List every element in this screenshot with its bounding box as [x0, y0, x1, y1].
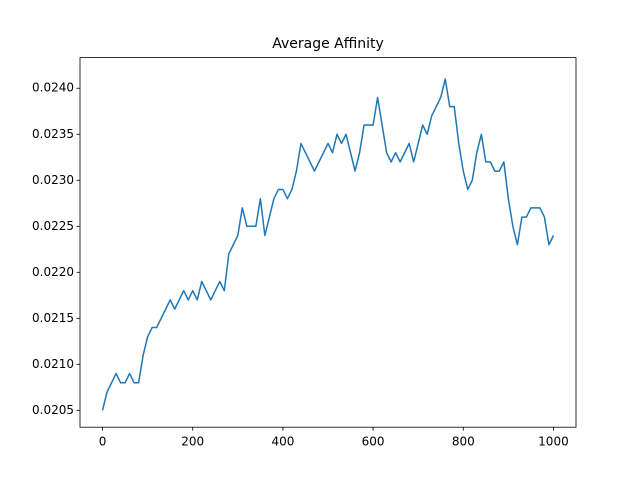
x-tick-label: 0: [99, 435, 107, 449]
y-tick-label: 0.0210: [32, 357, 74, 371]
y-tick-label: 0.0230: [32, 173, 74, 187]
y-tick-label: 0.0220: [32, 265, 74, 279]
y-tick-label: 0.0205: [32, 403, 74, 417]
x-tick-label: 800: [452, 435, 475, 449]
x-tick-label: 1000: [538, 435, 569, 449]
y-tick-label: 0.0215: [32, 311, 74, 325]
x-tick-label: 200: [181, 435, 204, 449]
x-tick-label: 600: [362, 435, 385, 449]
x-tick-label: 400: [271, 435, 294, 449]
data-line: [101, 78, 555, 411]
y-tick-label: 0.0225: [32, 219, 74, 233]
chart-title: Average Affinity: [272, 36, 384, 52]
y-tick-label: 0.0235: [32, 127, 74, 141]
y-tick-label: 0.0240: [32, 81, 74, 95]
plot-frame: [79, 57, 577, 428]
